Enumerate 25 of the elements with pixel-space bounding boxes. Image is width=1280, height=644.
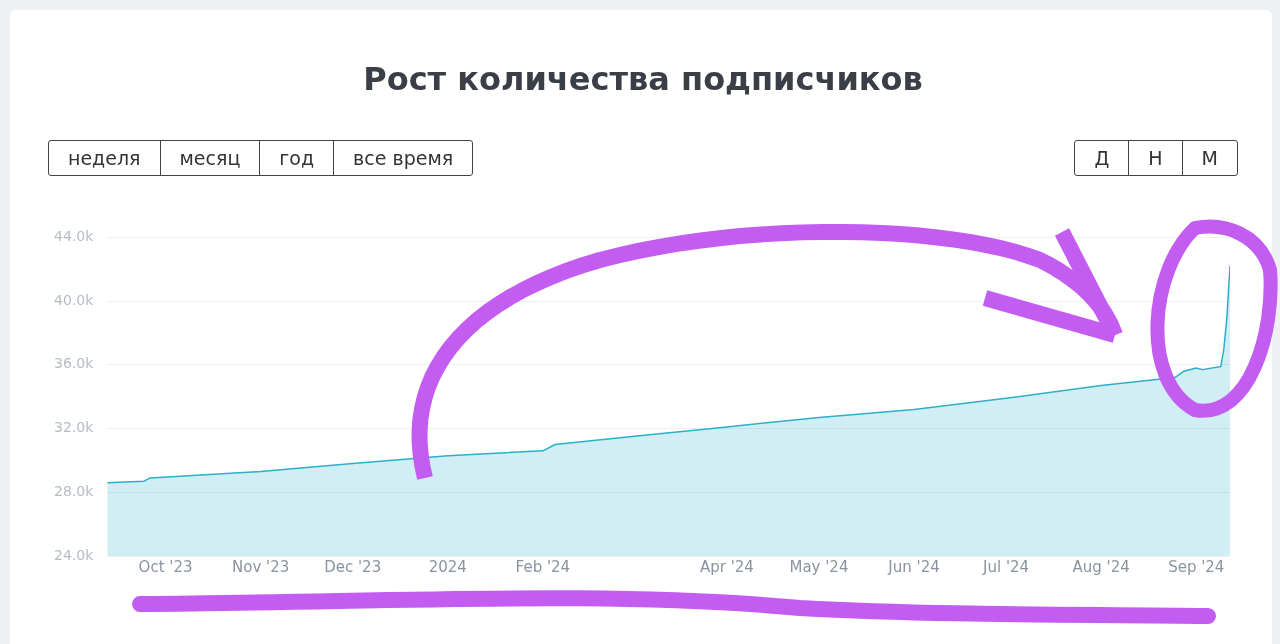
x-tick-label: Jul '24	[982, 557, 1030, 576]
y-tick-label: 36.0k	[54, 355, 95, 372]
x-tick-label: Jun '24	[887, 557, 940, 576]
y-tick-label: 32.0k	[54, 419, 95, 436]
x-tick-label: Dec '23	[324, 557, 382, 576]
x-tick-label: May '24	[789, 557, 849, 576]
text: Д	[1075, 141, 1130, 175]
text: месяц	[160, 141, 261, 175]
y-tick-label: 24.0k	[54, 546, 95, 563]
x-tick-label: 2024	[428, 557, 467, 576]
text: год	[260, 141, 335, 175]
chart-title: Рост количества подписчиков	[362, 60, 924, 98]
x-tick-label: Nov '23	[232, 557, 290, 576]
y-tick-label: 44.0k	[54, 228, 95, 245]
text: Н	[1129, 141, 1183, 175]
x-tick-label: Oct '23	[138, 557, 193, 576]
text: неделя	[49, 141, 161, 175]
x-tick-label: Aug '24	[1072, 557, 1130, 576]
text: М	[1200, 146, 1219, 171]
y-tick-label: 40.0k	[54, 291, 95, 308]
x-tick-label: Feb '24	[515, 557, 571, 576]
x-tick-label: Apr '24	[699, 557, 754, 576]
x-tick-label: Sep '24	[1168, 557, 1225, 576]
y-tick-label: 28.0k	[54, 482, 95, 499]
text: все время	[352, 146, 455, 171]
